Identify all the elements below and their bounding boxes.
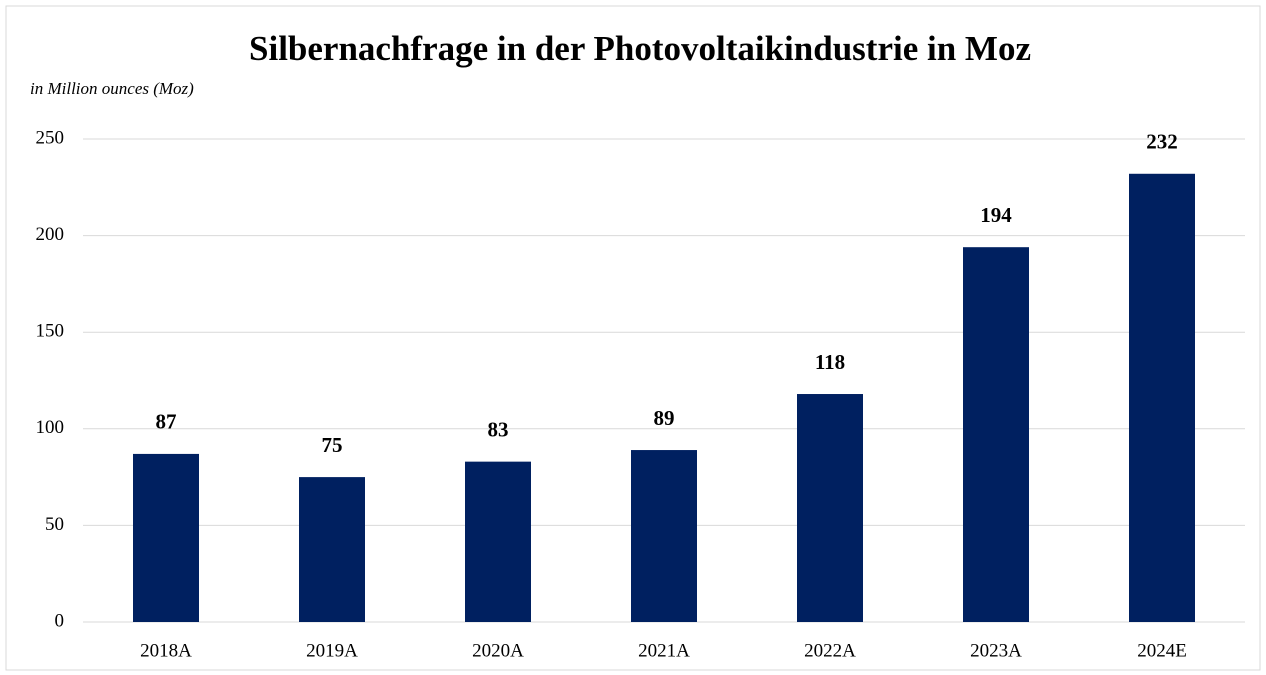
bar	[963, 247, 1029, 622]
data-label: 87	[156, 410, 177, 434]
bar	[797, 394, 863, 622]
y-tick-label: 200	[36, 224, 65, 245]
data-label: 75	[322, 433, 343, 457]
y-tick-label: 0	[55, 610, 65, 631]
x-tick-label: 2023A	[970, 640, 1022, 661]
data-label: 83	[488, 417, 509, 441]
x-tick-label: 2019A	[306, 640, 358, 661]
chart-subtitle: in Million ounces (Moz)	[30, 79, 194, 98]
y-tick-label: 150	[36, 321, 65, 342]
y-tick-label: 50	[45, 514, 64, 535]
data-label: 89	[654, 406, 675, 430]
x-tick-label: 2021A	[638, 640, 690, 661]
x-tick-label: 2020A	[472, 640, 524, 661]
data-label: 118	[815, 350, 845, 374]
y-tick-label: 100	[36, 417, 65, 438]
bar	[299, 477, 365, 622]
x-tick-label: 2018A	[140, 640, 192, 661]
bar	[1129, 173, 1195, 622]
x-tick-label: 2024E	[1137, 640, 1187, 661]
chart-title: Silbernachfrage in der Photovoltaikindus…	[249, 29, 1031, 68]
bar	[631, 450, 697, 622]
y-tick-label: 250	[36, 127, 65, 148]
bar	[465, 461, 531, 622]
bar	[133, 453, 199, 622]
data-label: 194	[980, 203, 1012, 227]
data-label: 232	[1146, 130, 1178, 154]
x-tick-label: 2022A	[804, 640, 856, 661]
